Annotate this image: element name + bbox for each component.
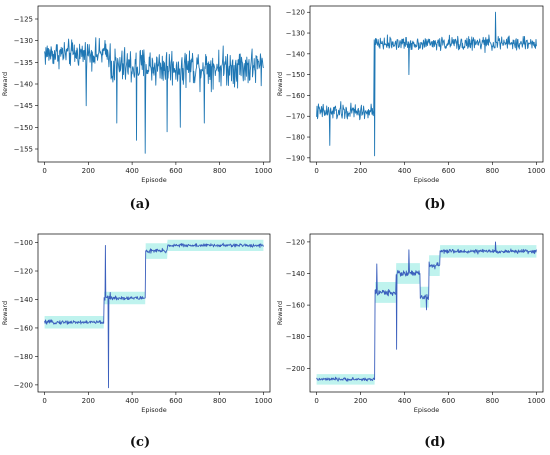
y-tick-label: −200: [286, 365, 305, 373]
y-tick-label: −130: [14, 37, 33, 45]
x-tick-label: 1000: [255, 167, 273, 175]
x-tick-label: 800: [486, 397, 499, 405]
caption-c-text: (c): [129, 435, 151, 450]
y-tick-label: −140: [14, 81, 33, 89]
y-tick-label: −120: [286, 9, 305, 17]
x-tick-label: 0: [42, 167, 46, 175]
x-tick-label: 400: [125, 167, 138, 175]
y-tick-label: −160: [286, 302, 305, 310]
x-tick-label: 200: [82, 397, 95, 405]
y-tick-label: −180: [286, 333, 305, 341]
y-tick-label: −200: [14, 381, 33, 389]
axes-frame: [37, 233, 271, 393]
chart-panel-b: 0 200 400 600 800 1000 −190 −180 −170 −160 −150 −14…: [275, 0, 550, 190]
x-tick-label: 1000: [527, 397, 545, 405]
y-tick-label: −155: [14, 146, 33, 154]
x-tick-label: 200: [354, 167, 367, 175]
x-tick-label: 1000: [527, 167, 545, 175]
y-tick-label: −190: [286, 154, 305, 162]
x-tick-label: 1000: [255, 397, 273, 405]
y-tick-label: −100: [14, 239, 33, 247]
x-axis-label: Episode: [414, 176, 440, 184]
y-tick-label: −120: [286, 238, 305, 246]
axes-frame: [309, 5, 544, 163]
x-tick-label: 400: [398, 397, 411, 405]
variance-band: [316, 245, 537, 385]
x-tick-label: 0: [314, 167, 318, 175]
x-tick-label: 800: [213, 167, 226, 175]
x-tick-label: 800: [213, 397, 226, 405]
chart-panel-a: 0 200 400 600 800 1000 −155 −150 −145 −140 −135 −13…: [0, 0, 275, 190]
x-axis-label: Episode: [414, 406, 440, 414]
x-tick-label: 0: [314, 397, 318, 405]
x-tick-label: 0: [42, 397, 46, 405]
y-tick-label: −120: [14, 268, 33, 276]
chart-c: 0 200 400 600 800 1000 −200 −180 −160 −140 −120 −10…: [1, 233, 273, 414]
y-tick-label: −140: [14, 296, 33, 304]
y-tick-label: −130: [286, 30, 305, 38]
caption-b-text: (b): [424, 197, 446, 212]
x-tick-label: 800: [486, 167, 499, 175]
caption-d-text: (d): [424, 435, 446, 450]
x-tick-label: 600: [442, 167, 455, 175]
reward-series-line: [316, 241, 537, 382]
x-axis-label: Episode: [141, 406, 167, 414]
chart-a: 0 200 400 600 800 1000 −155 −150 −145 −140 −135 −13…: [1, 5, 273, 184]
caption-a: (a): [110, 197, 170, 212]
y-tick-label: −180: [286, 134, 305, 142]
y-tick-label: −160: [14, 324, 33, 332]
y-tick-label: −140: [286, 270, 305, 278]
y-tick-label: −135: [14, 59, 33, 67]
reward-series-line: [44, 242, 264, 389]
y-tick-label: −170: [286, 113, 305, 121]
y-axis-label: Reward: [1, 301, 9, 325]
reward-series-line: [44, 37, 264, 154]
x-tick-label: 400: [125, 397, 138, 405]
caption-a-text: (a): [129, 197, 151, 212]
y-tick-label: −140: [286, 50, 305, 58]
chart-b: 0 200 400 600 800 1000 −190 −180 −170 −160 −150 −14…: [276, 5, 545, 184]
y-tick-label: −150: [14, 124, 33, 132]
y-axis-label: Reward: [1, 72, 9, 96]
variance-band: [44, 239, 264, 329]
x-tick-label: 200: [354, 397, 367, 405]
x-tick-label: 600: [169, 397, 182, 405]
y-tick-label: −180: [14, 353, 33, 361]
x-tick-label: 600: [169, 167, 182, 175]
axes-frame: [37, 5, 271, 163]
y-axis-label: Reward: [276, 301, 284, 325]
y-axis-label: Reward: [276, 72, 284, 96]
caption-d: (d): [405, 435, 465, 450]
caption-b: (b): [405, 197, 465, 212]
y-tick-label: −145: [14, 102, 33, 110]
x-axis-label: Episode: [141, 176, 167, 184]
caption-c: (c): [110, 435, 170, 450]
x-tick-label: 400: [398, 167, 411, 175]
reward-series-line: [316, 11, 537, 157]
y-tick-label: −150: [286, 71, 305, 79]
x-tick-label: 200: [82, 167, 95, 175]
y-tick-label: −160: [286, 92, 305, 100]
x-tick-label: 600: [442, 397, 455, 405]
y-tick-label: −125: [14, 16, 33, 24]
axes-frame: [309, 233, 544, 393]
chart-panel-d: 0 200 400 600 800 1000 −200 −180 −160 −140 −120 Epi…: [275, 228, 550, 420]
chart-d: 0 200 400 600 800 1000 −200 −180 −160 −140 −120 Epi…: [276, 233, 545, 414]
chart-panel-c: 0 200 400 600 800 1000 −200 −180 −160 −140 −120 −10…: [0, 228, 275, 420]
